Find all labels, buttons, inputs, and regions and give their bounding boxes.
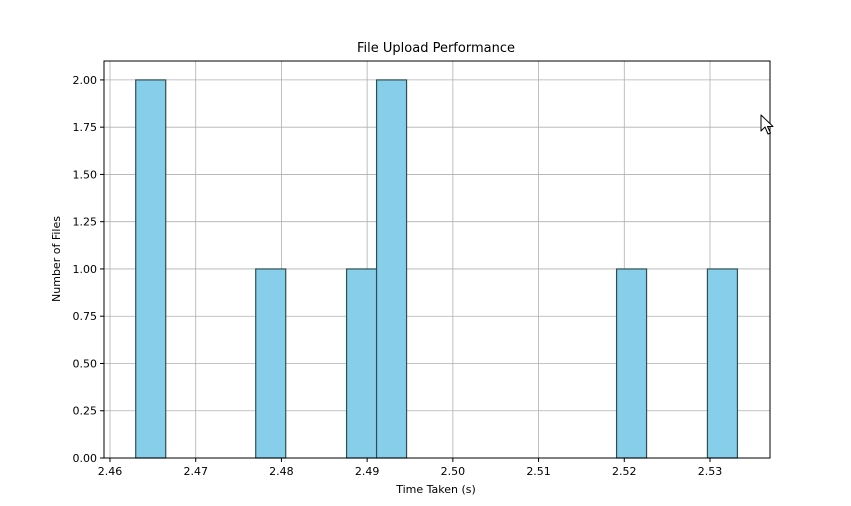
y-tick-label: 1.50 [73, 168, 98, 181]
x-axis-label: Time Taken (s) [395, 483, 476, 496]
y-tick-label: 0.50 [73, 357, 98, 370]
x-tick-label: 2.51 [526, 465, 551, 478]
histogram-bar [135, 79, 167, 459]
y-tick-label: 1.25 [73, 216, 98, 229]
plot-area-frame [103, 60, 771, 459]
histogram-bar [255, 268, 287, 459]
mouse-pointer-icon [760, 114, 774, 135]
histogram-bar [345, 268, 378, 459]
y-axis-label: Number of Files [50, 216, 63, 302]
y-tick-label: 1.00 [73, 263, 98, 276]
histogram-bar [615, 268, 648, 459]
x-tick-label: 2.48 [269, 465, 294, 478]
y-tick-label: 0.75 [73, 310, 98, 323]
y-tick-label: 1.75 [73, 121, 98, 134]
axis-ticks: 2.46 2.47 2.48 2.49 2.50 2.51 2.52 2.53 0.00 0.25… [73, 74, 723, 478]
x-tick-label: 2.52 [612, 465, 637, 478]
histogram-bar [706, 268, 739, 459]
x-tick-label: 2.47 [183, 465, 208, 478]
y-tick-label: 0.25 [73, 405, 98, 418]
histogram-bars [135, 79, 739, 459]
chart-title: File Upload Performance [357, 41, 515, 56]
y-tick-label: 0.00 [73, 452, 98, 465]
x-tick-label: 2.50 [441, 465, 466, 478]
x-tick-label: 2.46 [98, 465, 123, 478]
x-tick-label: 2.53 [698, 465, 723, 478]
y-tick-label: 2.00 [73, 74, 98, 87]
x-tick-label: 2.49 [355, 465, 380, 478]
histogram-bar [375, 79, 408, 459]
